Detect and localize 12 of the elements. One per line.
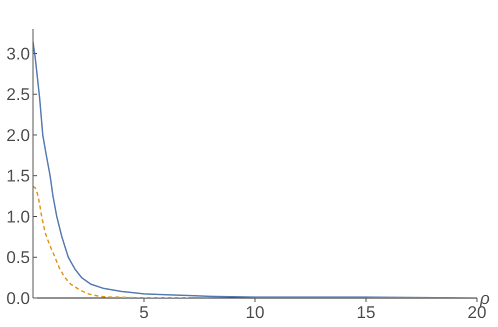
line-series bbox=[33, 41, 477, 298]
y-tick-label: 1.0 bbox=[6, 207, 30, 226]
y-tick-label: 2.5 bbox=[6, 85, 30, 104]
y-tick-label: 2.0 bbox=[6, 126, 30, 145]
y-tick-label: 3.0 bbox=[6, 44, 30, 64]
x-tick-label: 15 bbox=[356, 303, 376, 322]
x-tick-label: 10 bbox=[246, 303, 264, 322]
y-tick-label: 0.0 bbox=[6, 289, 30, 308]
y-tick-label: 0.5 bbox=[6, 248, 30, 268]
x-tick-label: 5 bbox=[139, 303, 149, 322]
line-series bbox=[33, 186, 190, 298]
y-tick-label: 1.5 bbox=[6, 166, 30, 186]
